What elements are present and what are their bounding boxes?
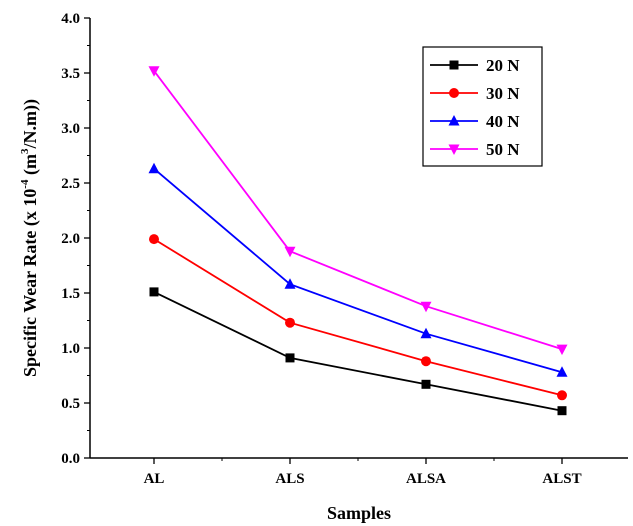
data-point-triangle-up-marker [420,327,432,339]
data-point-circle-marker [285,317,295,328]
y-tick-label: 1.5 [61,286,80,302]
series-group [148,66,568,416]
legend-item: 40 N [430,112,520,131]
series-3 [148,66,568,356]
x-tick-label: ALST [542,471,581,487]
legend-triangle-up-marker [448,115,460,126]
data-point-triangle-up-marker [148,162,160,174]
y-tick-label: 3.5 [61,66,80,82]
data-point-triangle-up-marker [284,278,296,289]
y-axis-title-exponent2: 3 [19,148,31,154]
data-point-triangle-down-marker [284,246,296,258]
data-point-square-marker [421,379,431,389]
x-axis-ticks: AL ALS ALSA ALST [144,458,582,487]
x-tick-label: ALSA [406,471,446,487]
data-point-square-marker [557,406,567,416]
data-point-circle-marker [557,390,567,401]
data-point-triangle-down-marker [420,301,432,313]
data-point-triangle-down-marker [148,66,160,77]
y-tick-label: 2.0 [61,231,80,247]
y-tick-label: 3.0 [61,121,80,137]
y-axis-title-mid: (m [20,154,41,180]
data-point-triangle-up-marker [556,366,568,377]
data-point-square-marker [149,287,159,297]
y-axis-ticks: 0.0 0.5 1.0 1.5 2.0 2.5 3.0 3.5 4.0 [61,11,90,467]
series-line [153,238,563,397]
legend-circle-marker [449,88,459,98]
series-line [153,291,563,412]
legend-box [422,46,543,167]
data-point-triangle-down-marker [556,344,568,356]
y-axis-title-suffix: /N.m)) [20,99,41,149]
legend-label: 30 N [486,84,520,103]
y-axis-title-exponent: -4 [19,179,31,189]
y-axis-title-prefix: Specific Wear Rate (x 10 [20,189,41,377]
legend-item: 30 N [430,84,520,103]
y-tick-label: 0.0 [61,451,80,467]
x-tick-label: AL [144,471,165,487]
legend-label: 40 N [486,112,520,131]
legend-label: 50 N [486,140,520,159]
series-line [153,168,563,374]
x-axis-title: Samples [327,503,391,523]
series-2 [148,162,568,377]
y-tick-label: 1.0 [61,341,80,357]
legend-triangle-down-marker [448,144,460,155]
x-tick-label: ALS [275,471,304,487]
series-0 [149,287,567,416]
legend-square-marker [449,60,459,70]
series-line [153,70,563,350]
y-axis-title: Specific Wear Rate (x 10-4 (m3/N.m)) [19,99,41,377]
legend-item: 50 N [430,140,520,159]
y-tick-label: 2.5 [61,176,80,192]
legend: 20 N 30 N 40 N 50 N [422,46,543,167]
series-1 [149,234,567,401]
legend-item: 20 N [430,56,520,75]
data-point-circle-marker [149,234,159,245]
data-point-circle-marker [421,356,431,367]
legend-label: 20 N [486,56,520,75]
y-tick-label: 4.0 [61,11,80,27]
data-point-square-marker [285,353,295,363]
y-tick-label: 0.5 [61,396,80,412]
